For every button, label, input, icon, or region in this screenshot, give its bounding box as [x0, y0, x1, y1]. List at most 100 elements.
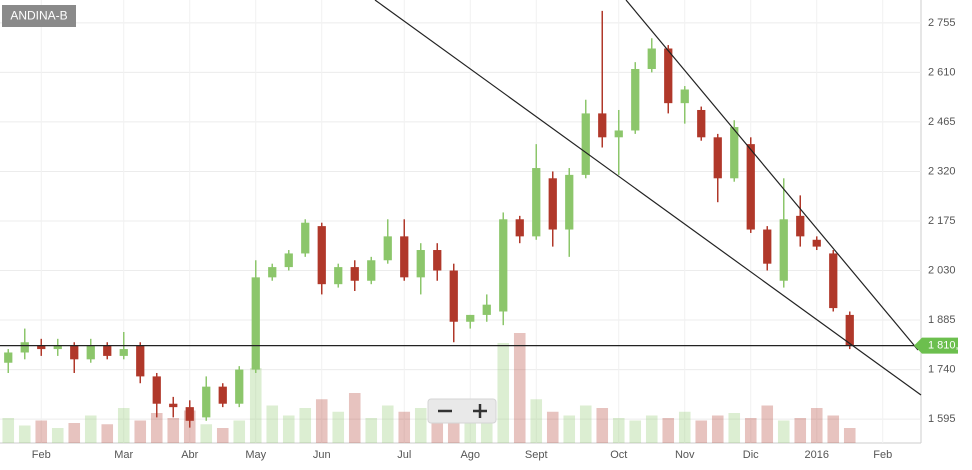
volume-bar: [381, 405, 394, 443]
volume-bar: [266, 405, 279, 443]
volume-bar: [530, 399, 543, 443]
zoom-out-button[interactable]: [430, 401, 460, 421]
x-tick-label: Oct: [610, 449, 627, 461]
volume-bar: [398, 411, 411, 443]
candle-body: [20, 342, 29, 353]
candle-body: [598, 113, 607, 138]
volume-bar: [18, 425, 31, 443]
volume-bar: [35, 420, 48, 443]
candle-body: [499, 219, 508, 312]
candle-body: [416, 250, 425, 278]
volume-bar: [827, 415, 840, 443]
candle-body: [466, 314, 475, 322]
volume-bar: [794, 418, 807, 443]
candle-body: [334, 267, 343, 285]
y-tick-label: 2 755: [928, 17, 956, 29]
volume-bar: [678, 411, 691, 443]
volume-bar: [777, 420, 790, 443]
candle-body: [614, 130, 623, 138]
candle-body: [284, 253, 293, 268]
volume-bar: [761, 405, 774, 443]
candle-body: [746, 144, 755, 230]
candle-body: [433, 250, 442, 271]
volume-bar: [513, 333, 526, 443]
candle-body: [185, 407, 194, 421]
candle-body: [367, 260, 376, 281]
candle-body: [730, 127, 739, 179]
volume-bar: [579, 405, 592, 443]
trend-line: [374, 0, 922, 396]
chart-title: ANDINA-B: [10, 9, 67, 23]
candle-body: [268, 267, 277, 278]
candle-body: [449, 270, 458, 322]
x-tick-label: 2016: [805, 449, 829, 461]
candle-body: [763, 229, 772, 264]
zoom-controls: [427, 398, 497, 424]
volume-bar: [101, 424, 114, 443]
candle-body: [829, 253, 838, 309]
volume-bar: [117, 408, 130, 443]
candle-body: [136, 345, 145, 377]
volume-bar: [249, 368, 262, 443]
last-price-label: 1 810,00: [928, 340, 971, 352]
x-tick-label: Feb: [873, 449, 892, 461]
y-tick-label: 2 030: [928, 264, 956, 276]
y-tick-label: 1 595: [928, 413, 956, 425]
volume-bar: [662, 418, 675, 443]
volume-bar: [711, 415, 724, 443]
x-tick-label: Jun: [313, 449, 331, 461]
volume-bar: [348, 393, 361, 443]
candle-body: [53, 345, 62, 350]
volume-bar: [612, 418, 625, 443]
candle-body: [37, 345, 46, 350]
x-tick-label: Dic: [743, 449, 759, 461]
volume-bar: [134, 420, 147, 443]
candle-body: [647, 48, 656, 69]
trend-line: [625, 0, 919, 351]
candle-body: [103, 345, 112, 356]
candle-body: [317, 226, 326, 285]
volume-bar: [810, 408, 823, 443]
volume-bar: [150, 413, 163, 443]
candle-body: [119, 349, 128, 356]
zoom-in-button[interactable]: [464, 401, 494, 421]
candle-body: [713, 137, 722, 179]
candle-body: [169, 403, 178, 408]
volume-bar: [695, 420, 708, 443]
candle-body: [218, 386, 227, 404]
candle-body: [350, 267, 359, 281]
volume-bar: [282, 415, 295, 443]
volume-bar: [233, 420, 246, 443]
volume-bar: [480, 418, 493, 443]
volume-bar: [744, 418, 757, 443]
volume-bar: [464, 405, 477, 443]
candle-body: [235, 369, 244, 404]
y-tick-label: 2 175: [928, 215, 956, 227]
volume-bar: [645, 415, 658, 443]
y-tick-label: 1 740: [928, 363, 956, 375]
volume-bar: [447, 410, 460, 443]
volume-bar: [200, 424, 213, 443]
grid: [0, 0, 921, 443]
candle-body: [532, 168, 541, 237]
x-tick-label: Feb: [32, 449, 51, 461]
title-box: [2, 5, 76, 27]
candle-body: [697, 109, 706, 138]
candle-body: [631, 68, 640, 131]
y-tick-label: 1 885: [928, 314, 956, 326]
candle-body: [548, 178, 557, 230]
volume-bar: [68, 423, 81, 443]
candle-body: [664, 48, 673, 104]
candle-body: [812, 239, 821, 247]
candle-body: [70, 345, 79, 360]
x-tick-label: Nov: [675, 449, 695, 461]
volume-bar: [431, 415, 444, 443]
candle-body: [779, 219, 788, 281]
candle-body: [680, 89, 689, 104]
y-tick-label: 2 610: [928, 66, 956, 78]
volume-bar: [843, 428, 856, 443]
volume-bar: [497, 343, 510, 443]
x-tick-label: Ago: [460, 449, 480, 461]
candle-body: [581, 113, 590, 175]
